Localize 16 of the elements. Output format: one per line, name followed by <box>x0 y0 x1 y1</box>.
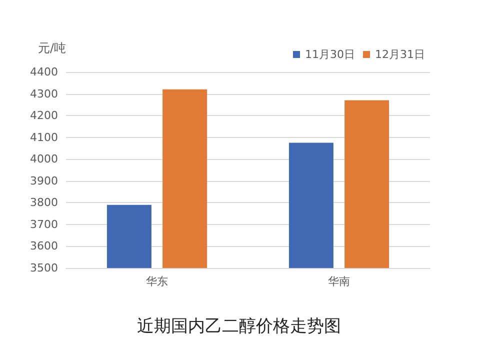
y-tick-label: 4200 <box>30 109 58 122</box>
y-tick-label: 3800 <box>30 196 58 210</box>
y-tick-label: 3600 <box>30 240 58 253</box>
x-tick-label: 华南 <box>328 275 350 288</box>
y-tick-label: 4400 <box>30 66 58 78</box>
y-tick-label: 3700 <box>30 218 58 231</box>
x-tick-label: 华东 <box>146 275 168 288</box>
y-tick-label: 4100 <box>30 130 58 144</box>
y-tick-label: 3500 <box>30 262 58 274</box>
legend-label: 11月30日 <box>305 48 356 61</box>
legend-label: 12月31日 <box>375 48 426 61</box>
y-tick-label: 4300 <box>30 87 58 100</box>
y-axis-title: 元/吨 <box>38 41 66 55</box>
y-tick-label: 4000 <box>30 152 58 166</box>
text: 近期国内乙二醇价格走势图 <box>137 316 341 336</box>
y-tick-label: 3900 <box>30 174 58 188</box>
